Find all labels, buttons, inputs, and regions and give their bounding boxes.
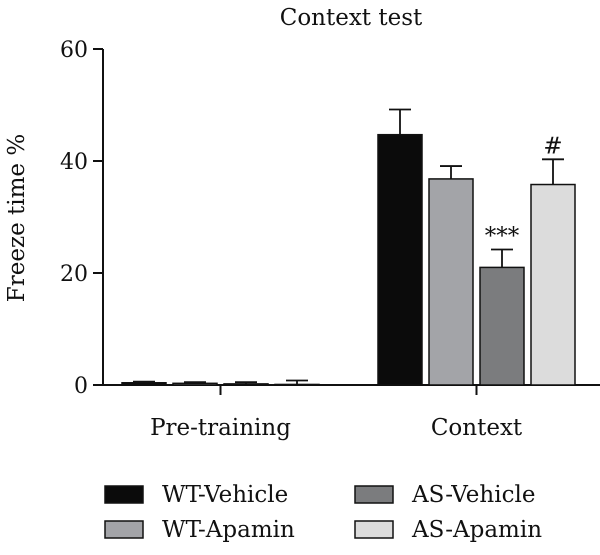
bar-wt-vehicle-context — [377, 133, 423, 386]
y-tick-label: 0 — [74, 374, 88, 399]
legend: WT-Vehicle AS-Vehicle WT-Apamin AS-Apamin — [104, 482, 542, 543]
legend-swatch — [104, 485, 144, 504]
bar-wt-apamin-context — [428, 178, 474, 386]
legend-swatch — [354, 520, 394, 539]
bar-wt-vehicle-pre-training — [121, 382, 167, 386]
legend-label: WT-Vehicle — [162, 482, 288, 508]
x-axis: Pre-training Context — [103, 384, 600, 441]
y-axis-label: Freeze time % — [4, 134, 30, 302]
legend-swatch — [354, 485, 394, 504]
bar-wt-apamin-pre-training — [172, 382, 218, 386]
bar-as-vehicle-context — [479, 266, 525, 386]
x-tick-label: Context — [431, 415, 523, 441]
bar-as-apamin-context — [530, 183, 576, 386]
legend-label: AS-Apamin — [411, 517, 542, 543]
legend-label: WT-Apamin — [162, 517, 295, 543]
y-tick-label: 60 — [60, 38, 88, 63]
annotations-group: *** # — [485, 133, 563, 249]
x-tick-label: Pre-training — [150, 415, 291, 441]
bar-as-apamin-pre-training — [274, 383, 320, 386]
bars-group — [121, 133, 576, 386]
significance-annotation: # — [543, 133, 562, 159]
error-bars-group — [133, 108, 564, 385]
legend-swatch — [104, 520, 144, 539]
y-tick-label: 20 — [60, 262, 88, 287]
legend-label: AS-Vehicle — [411, 482, 535, 508]
chart-title: Context test — [280, 5, 423, 31]
significance-annotation: *** — [485, 223, 520, 249]
y-axis: 0 20 40 60 — [60, 38, 104, 399]
bar-as-vehicle-pre-training — [223, 383, 269, 386]
y-tick-label: 40 — [60, 150, 88, 175]
